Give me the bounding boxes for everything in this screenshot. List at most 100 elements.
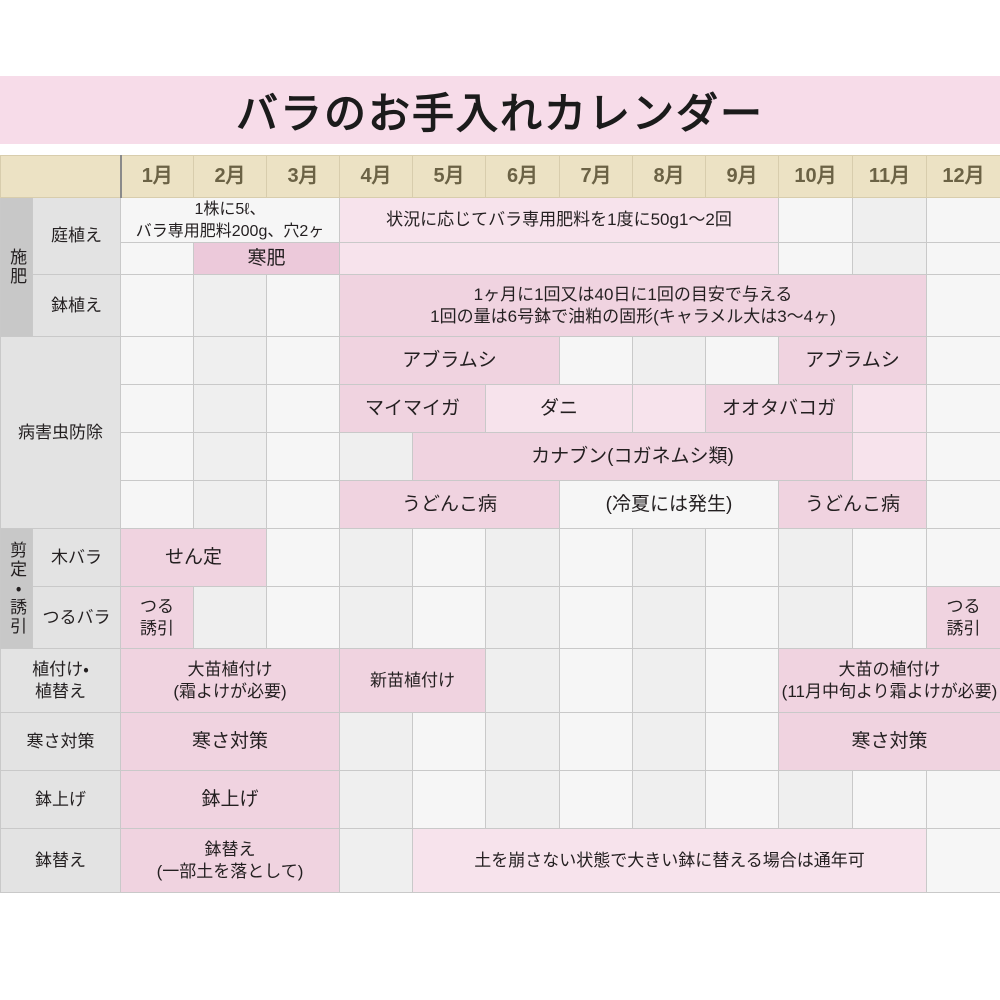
cell-aphid-m2 (193, 336, 267, 385)
cold-winter-text: 寒さ対策 (191, 730, 268, 752)
planting-label-text: 植付け・ 植替え (32, 660, 89, 701)
row-garden-planted-dose: 施肥 庭植え 1株に5ℓ、 バラ専用肥料200g、穴2ヶ 状況に応じてバラ専用肥… (0, 197, 1000, 337)
repotting-all-year-text: 土を崩さない状態で大きい鉢に替える場合は通年可 (474, 850, 865, 870)
cell-coldfert-m1 (120, 242, 194, 275)
cell-climb-m6 (485, 586, 560, 649)
cell-moth-m11 (852, 384, 927, 433)
row-cold-fertilizer: 寒肥 (1, 242, 1000, 275)
month-header-row: 1月 2月 3月 4月 5月 6月 7月 8月 9月 10月 11月 12月 (0, 155, 1000, 198)
cell-coldfert-spread (339, 242, 779, 275)
month-header-12: 12月 (926, 155, 1000, 198)
row-pot-planted: 鉢植え 1ヶ月に1回又は40日に1回の目安で与える 1回の量は6号鉢で油粕の固形… (1, 274, 1000, 337)
cell-pot-m12 (926, 274, 1000, 337)
month-header-8: 8月 (632, 155, 706, 198)
cell-scarab-band: カナブン(コガネムシ類) (412, 432, 853, 481)
row-label-climbing-rose: つるバラ (32, 586, 121, 649)
cell-gypsy-moth: マイマイガ (339, 384, 486, 433)
cell-bush-m9 (705, 528, 779, 587)
cell-pot-up-m5 (412, 770, 486, 829)
cell-climb-m7 (559, 586, 633, 649)
row-pest-aphid: 病害虫防除 アブラムシ アブラムシ (0, 336, 1000, 529)
aphid-spring-text: アブラムシ (402, 349, 497, 371)
cell-scarab-m2 (193, 432, 267, 481)
month-header-10: 10月 (778, 155, 853, 198)
cell-cold-m6 (485, 712, 560, 771)
scarab-text: カナブン(コガネムシ類) (531, 445, 734, 467)
bare-root-autumn-text: 大苗の植付け (11月中旬より霜よけが必要) (781, 660, 998, 701)
cell-pot-m2 (193, 274, 267, 337)
cell-bush-prune: せん定 (120, 528, 267, 587)
month-header-6: 6月 (485, 155, 560, 198)
cell-coldfert-m11 (852, 242, 927, 275)
pot-note-line2: 1回の量は6号鉢で油粕の固形(キャラメル大は3〜4ヶ) (430, 306, 836, 326)
cell-bush-m4 (339, 528, 413, 587)
row-label-repotting: 鉢替え (0, 828, 121, 893)
month-header-7: 7月 (559, 155, 633, 198)
cell-plant-m9 (705, 648, 779, 713)
cell-scarab-m4 (339, 432, 413, 481)
cell-climb-m8 (632, 586, 706, 649)
cell-repot-m4 (339, 828, 413, 893)
cell-coldfert-m10 (778, 242, 853, 275)
cell-repotting-all-year: 土を崩さない状態で大きい鉢に替える場合は通年可 (412, 828, 927, 893)
cell-mildew-spring: うどんこ病 (339, 480, 560, 529)
mildew-spring-text: うどんこ病 (401, 493, 497, 515)
cell-mildew-m12 (926, 480, 1000, 529)
cell-climb-m4 (339, 586, 413, 649)
row-bush-rose: 剪定・誘引 木バラ せん定 (0, 528, 1000, 649)
season-dose-text: 状況に応じてバラ専用肥料を1度に50g1〜2回 (386, 210, 732, 230)
row-label-pot-planted: 鉢植え (32, 274, 121, 337)
cell-pot-up-m8 (632, 770, 706, 829)
cell-aphid-m7 (559, 336, 633, 385)
cell-pot-m3 (266, 274, 340, 337)
cell-train-december: つる 誘引 (926, 586, 1000, 649)
cell-scarab-m1 (120, 432, 194, 481)
cell-coldfert-m12 (926, 242, 1000, 275)
cell-pot-up-m11 (852, 770, 927, 829)
row-potting-up: 鉢上げ 鉢上げ (0, 770, 1000, 829)
cell-scarab-m3 (266, 432, 340, 481)
cell-moth-m1 (120, 384, 194, 433)
month-header-11: 11月 (852, 155, 927, 198)
month-header-2: 2月 (193, 155, 267, 198)
row-repotting: 鉢替え 鉢替え (一部土を落として) 土を崩さない状態で大きい鉢に替える場合は通… (0, 828, 1000, 893)
cell-bush-m10 (778, 528, 853, 587)
cell-aphid-m12 (926, 336, 1000, 385)
cell-garden-m10 (778, 197, 853, 243)
month-header-3: 3月 (266, 155, 340, 198)
cell-train-january: つる 誘引 (120, 586, 194, 649)
rose-care-calendar-table: 1月 2月 3月 4月 5月 6月 7月 8月 9月 10月 11月 12月 施… (0, 155, 1000, 893)
train-winter-text: つる 誘引 (140, 597, 174, 638)
pot-note-line1: 1ヶ月に1回又は40日に1回の目安で与える (473, 285, 793, 305)
cell-bare-root-spring: 大苗植付け (霜よけが必要) (120, 648, 340, 713)
cell-pot-up-m9 (705, 770, 779, 829)
cell-bush-m6 (485, 528, 560, 587)
row-label-planting: 植付け・ 植替え (0, 648, 121, 713)
cell-tobacco-budworm: オオタバコガ (705, 384, 853, 433)
cell-aphid-autumn: アブラムシ (778, 336, 927, 385)
cell-climb-m9 (705, 586, 779, 649)
cell-mildew-m2 (193, 480, 267, 529)
cell-moth-m12 (926, 384, 1000, 433)
cell-aphid-m3 (266, 336, 340, 385)
aphid-autumn-text: アブラムシ (805, 349, 900, 371)
month-header-1: 1月 (120, 155, 194, 198)
cell-cold-autumn: 寒さ対策 (778, 712, 1000, 771)
repotting-text: 鉢替え (一部土を落として) (156, 840, 304, 881)
mildew-autumn-text: うどんこ病 (804, 493, 900, 515)
group-label-pruning: 剪定・誘引 (0, 528, 33, 649)
bush-prune-text: せん定 (164, 546, 222, 568)
cell-pot-up-m7 (559, 770, 633, 829)
cell-plant-m8 (632, 648, 706, 713)
header-corner (0, 155, 122, 198)
row-label-pest-control: 病害虫防除 (0, 336, 121, 529)
cell-bush-m8 (632, 528, 706, 587)
cell-scarab-m11 (852, 432, 927, 481)
cell-cold-m4 (339, 712, 413, 771)
cell-moth-m8b (632, 384, 706, 433)
gypsy-moth-text: マイマイガ (364, 397, 460, 419)
cell-mite: ダニ (485, 384, 633, 433)
cell-garden-m12 (926, 197, 1000, 243)
row-planting: 植付け・ 植替え 大苗植付け (霜よけが必要) 新苗植付け 大苗の植付け (11… (0, 648, 1000, 713)
